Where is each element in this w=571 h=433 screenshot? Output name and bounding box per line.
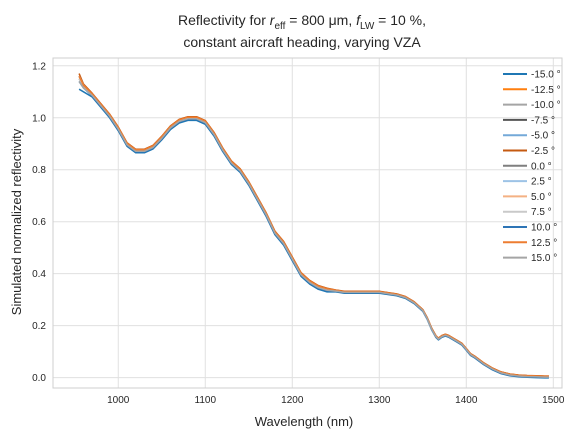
series-line-12: [78, 80, 549, 378]
legend-label: 10.0 °: [531, 223, 557, 234]
legend-label: -10.0 °: [531, 100, 561, 111]
x-axis-label: Wavelength (nm): [255, 414, 354, 429]
legend-label: 0.0 °: [531, 161, 552, 172]
title-f-symbol: f: [356, 12, 362, 28]
x-tick-label: 1500: [542, 395, 565, 406]
series-line-4: [78, 75, 549, 378]
title-r-symbol: r: [270, 12, 276, 28]
series-line-3: [78, 75, 549, 378]
y-tick-label: 0.6: [32, 217, 46, 228]
legend-label: 12.5 °: [531, 238, 557, 249]
x-tick-label: 1200: [281, 395, 304, 406]
x-tick-label: 1100: [195, 395, 217, 406]
title-part-2: = 800 μm,: [285, 12, 356, 28]
title-r-subscript: eff: [274, 21, 285, 32]
legend-label: 5.0 °: [531, 192, 552, 203]
x-tick-label: 1000: [107, 395, 130, 406]
x-tick-label: 1300: [368, 395, 391, 406]
legend-label: -7.5 °: [531, 115, 555, 126]
x-tick-label: 1400: [455, 395, 478, 406]
grid: [53, 58, 562, 388]
legend-label: -5.0 °: [531, 131, 555, 142]
y-tick-label: 1.0: [32, 113, 46, 124]
legend-label: -12.5 °: [531, 85, 561, 96]
plot-frame: [52, 57, 563, 389]
y-tick-label: 1.2: [32, 61, 46, 72]
series-line-7: [78, 75, 549, 378]
legend: -15.0 ° -12.5 ° -10.0 ° -7.5 ° -5.0 ° -2.5 ° 0…: [503, 70, 561, 264]
chart-title-line-1: Reflectivity for reff = 800 μm, fLW = 10…: [178, 12, 426, 32]
series-line-2: [78, 78, 549, 378]
y-tick-label: 0.0: [32, 373, 46, 384]
title-part-1: Reflectivity for: [178, 12, 270, 28]
series-line-0: [78, 88, 549, 379]
chart-title-line-2: constant aircraft heading, varying VZA: [183, 34, 421, 50]
legend-label: 15.0 °: [531, 253, 557, 264]
y-tick-label: 0.4: [32, 269, 46, 280]
tick-labels: 1000 1100 1200 1300 1400 1500 0.0 0.2 0.4 0.6 0.8 1…: [32, 61, 565, 406]
legend-label: -2.5 °: [531, 146, 555, 157]
y-tick-label: 0.2: [32, 321, 46, 332]
series-line-9: [78, 78, 549, 378]
series-line-10: [78, 80, 549, 379]
series-line-8: [78, 75, 549, 378]
series-lines: [78, 73, 549, 379]
series-line-5: [78, 73, 549, 377]
y-axis-label: Simulated normalized reflectivity: [9, 128, 24, 315]
legend-label: 7.5 °: [531, 207, 552, 218]
legend-label: 2.5 °: [531, 177, 552, 188]
y-tick-label: 0.8: [32, 165, 46, 176]
title-part-3: = 10 %,: [374, 12, 426, 28]
series-line-1: [78, 78, 549, 377]
series-line-11: [78, 75, 549, 378]
series-line-6: [78, 75, 549, 378]
legend-label: -15.0 °: [531, 70, 561, 81]
title-f-subscript: LW: [360, 21, 375, 32]
